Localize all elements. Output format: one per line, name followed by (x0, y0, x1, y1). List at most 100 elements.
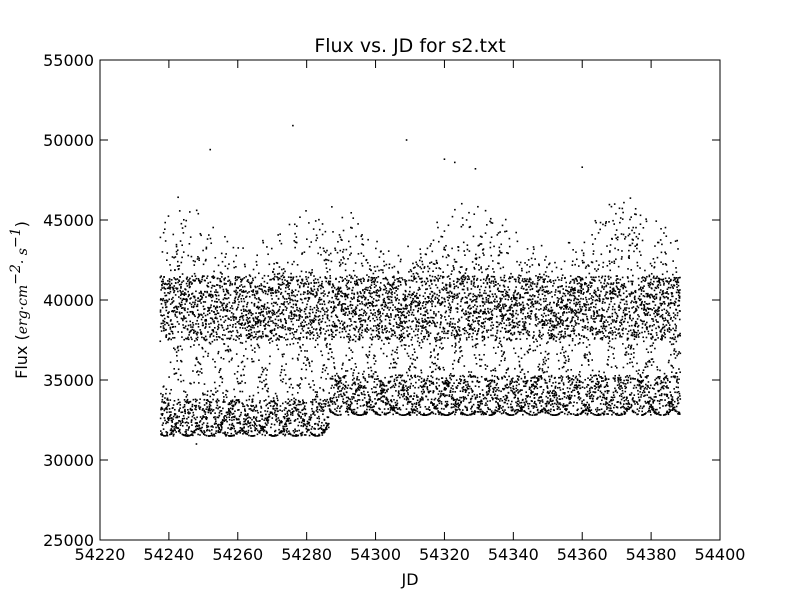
data-point (318, 420, 320, 423)
data-point (270, 247, 273, 250)
data-point (284, 305, 287, 308)
data-point (320, 331, 322, 334)
data-point (225, 282, 227, 285)
data-point (300, 322, 302, 325)
data-point (357, 223, 359, 225)
data-point (296, 294, 299, 296)
data-point (245, 430, 248, 433)
data-point (436, 407, 439, 410)
data-point (257, 306, 259, 309)
data-point (345, 401, 348, 403)
data-point (215, 336, 218, 338)
data-point (277, 283, 280, 285)
data-point (167, 416, 170, 419)
data-point (285, 382, 287, 385)
data-point (417, 275, 420, 278)
data-point (360, 334, 363, 337)
data-point (366, 411, 368, 414)
data-point (188, 281, 191, 283)
data-point (176, 320, 179, 323)
data-point (334, 249, 337, 251)
data-point (215, 422, 218, 425)
data-point (274, 291, 277, 293)
data-point (228, 409, 230, 411)
data-point (346, 288, 349, 291)
data-point (244, 419, 247, 421)
data-point (238, 409, 240, 411)
data-point (250, 312, 252, 314)
data-point (342, 313, 345, 316)
data-point (406, 390, 408, 392)
data-point (389, 306, 392, 309)
data-point (200, 302, 202, 304)
data-point (383, 299, 385, 302)
data-point (375, 304, 378, 307)
data-point (198, 257, 200, 260)
data-point (237, 365, 240, 368)
data-point (441, 235, 444, 238)
data-point (198, 425, 201, 427)
data-point (426, 323, 428, 325)
data-point (415, 406, 417, 408)
data-point (203, 338, 206, 341)
data-point (269, 405, 272, 407)
data-point (250, 409, 253, 412)
data-point (357, 278, 360, 281)
data-point (314, 220, 317, 222)
data-point (288, 223, 291, 226)
data-point (406, 326, 409, 328)
data-point (296, 418, 299, 420)
data-point (374, 312, 376, 314)
data-point (415, 318, 417, 321)
data-point (426, 288, 428, 290)
data-point (338, 290, 341, 292)
data-point (327, 282, 330, 284)
data-point (417, 325, 420, 327)
data-point (431, 305, 433, 308)
data-point (330, 330, 333, 332)
data-point (177, 427, 180, 430)
data-point (219, 284, 221, 287)
data-point (364, 320, 367, 323)
data-point (355, 366, 357, 368)
data-point (418, 342, 421, 344)
data-point (415, 301, 418, 303)
data-point (172, 407, 174, 409)
data-point (166, 434, 169, 437)
data-point (373, 281, 376, 283)
data-point (232, 246, 235, 249)
data-point (427, 270, 430, 273)
data-point (238, 418, 240, 421)
data-point (230, 316, 232, 318)
data-point (378, 313, 381, 315)
data-point (285, 363, 287, 365)
data-point (208, 407, 211, 410)
data-point (357, 399, 359, 401)
data-point (221, 421, 224, 424)
data-point (387, 408, 389, 410)
data-point (164, 221, 166, 224)
data-point (309, 386, 312, 388)
data-point (161, 315, 164, 317)
data-point (417, 304, 419, 306)
data-point (199, 434, 201, 436)
data-point (230, 432, 233, 435)
data-point (164, 304, 167, 306)
data-point (397, 288, 399, 290)
data-point (242, 423, 245, 426)
data-point (292, 317, 295, 320)
data-point (247, 312, 250, 315)
data-point (278, 266, 281, 268)
data-point (344, 394, 346, 396)
data-point (394, 279, 396, 281)
data-point (417, 265, 419, 267)
data-point (252, 360, 255, 363)
data-point (357, 338, 360, 340)
data-point (348, 333, 350, 336)
data-point (321, 421, 323, 424)
data-point (189, 412, 191, 414)
data-point (315, 282, 318, 284)
data-point (360, 292, 362, 295)
data-point (258, 306, 261, 309)
data-point (366, 261, 369, 264)
